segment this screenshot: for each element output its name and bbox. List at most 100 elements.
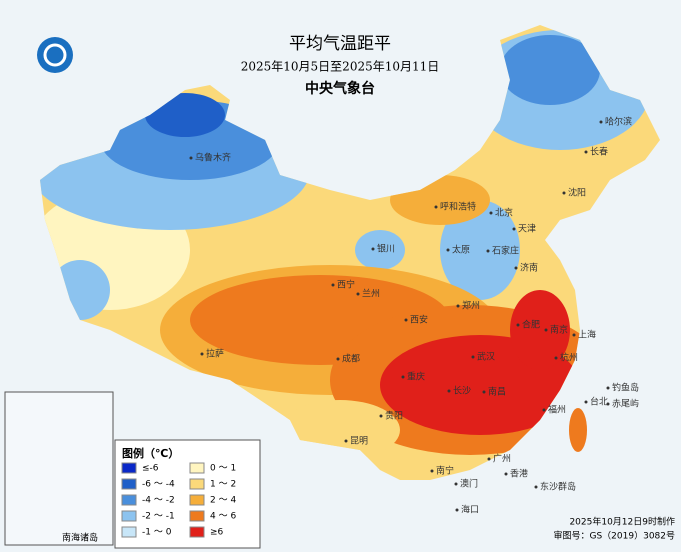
city-label: 北京: [495, 207, 513, 219]
legend-swatch: [189, 462, 205, 474]
city-label: 合肥: [522, 319, 540, 331]
legend-label: 0 ～ 1: [210, 464, 236, 474]
city-label: 石家庄: [492, 245, 519, 257]
city-label: 海口: [461, 504, 479, 516]
legend-label: ≥6: [210, 528, 224, 538]
city-label: 济南: [520, 262, 538, 274]
city-dot: [544, 328, 548, 332]
legend-swatch: [189, 478, 205, 490]
inset: 南海诸岛: [4, 391, 114, 546]
legend-title: 图例（℃）: [122, 446, 179, 460]
city-label: 南昌: [488, 386, 506, 398]
city-dot: [336, 357, 340, 361]
city-dot: [606, 386, 610, 390]
taiwan: [569, 408, 587, 452]
city-label: 西宁: [337, 279, 355, 291]
city-label: 昆明: [350, 436, 368, 447]
city-label: 兰州: [362, 288, 380, 300]
city-label: 长春: [590, 146, 608, 158]
city-dot: [200, 352, 204, 356]
logo: [37, 37, 73, 73]
footer-made: 2025年10月12日9时制作: [569, 516, 675, 528]
legend-label: -4 ～ -2: [142, 496, 175, 506]
logo-mark: [43, 43, 67, 67]
city-label: 东沙群岛: [540, 481, 576, 493]
city-label: 沈阳: [568, 187, 586, 199]
city-label: 呼和浩特: [440, 201, 476, 213]
city-dot: [455, 508, 459, 512]
city-dot: [331, 283, 335, 287]
city-label: 银川: [377, 243, 395, 255]
city-label: 福州: [548, 404, 566, 416]
city-dot: [514, 266, 518, 270]
subtitle: 2025年10月5日至2025年10月11日: [241, 60, 440, 74]
city-label: 重庆: [407, 371, 425, 383]
city-dot: [456, 304, 460, 308]
city-dot: [542, 408, 546, 412]
city-dot: [371, 247, 375, 251]
city-dot: [606, 402, 610, 406]
legend-swatch: [121, 494, 137, 506]
legend-label: ≤-6: [142, 464, 159, 474]
city-dot: [447, 389, 451, 393]
city-dot: [584, 150, 588, 154]
city-dot: [489, 211, 493, 215]
legend-swatch: [121, 478, 137, 490]
legend-label: -1 ～ 0: [142, 528, 172, 538]
city-dot: [554, 356, 558, 360]
legend-swatch: [121, 526, 137, 538]
city-dot: [512, 227, 516, 231]
inset-label: 南海诸岛: [62, 532, 98, 544]
city-dot: [454, 482, 458, 486]
city-dot: [482, 390, 486, 394]
footer-review: 审图号：GS（2019）3082号: [554, 530, 676, 542]
city-label: 拉萨: [206, 348, 224, 360]
city-label: 南京: [550, 324, 568, 336]
city-dot: [344, 439, 348, 443]
city-label: 武汉: [477, 351, 495, 363]
city-label: 西安: [410, 314, 428, 326]
city-label: 澳门: [460, 478, 478, 490]
city-label: 成都: [342, 353, 360, 365]
legend-label: -6 ～ -4: [142, 480, 175, 490]
city-dot: [430, 469, 434, 473]
agency: 中央气象台: [305, 80, 375, 97]
city-label: 上海: [578, 329, 596, 341]
city-label: 太原: [452, 244, 470, 256]
legend-swatch: [189, 510, 205, 522]
city-dot: [516, 323, 520, 327]
city-label: 乌鲁木齐: [195, 152, 231, 164]
city-dot: [599, 120, 603, 124]
city-dot: [486, 249, 490, 253]
city-label: 天津: [518, 224, 536, 235]
city-dot: [487, 457, 491, 461]
city-label: 南宁: [436, 465, 454, 477]
city-dot: [572, 333, 576, 337]
city-dot: [534, 485, 538, 489]
legend-label: -2 ～ -1: [142, 512, 175, 522]
city-label: 香港: [510, 468, 528, 480]
city-dot: [434, 205, 438, 209]
city-label: 广州: [493, 453, 511, 465]
city-label: 杭州: [560, 352, 578, 364]
city-label: 赤尾屿: [612, 399, 639, 410]
legend-label: 4 ～ 6: [210, 512, 236, 522]
legend-swatch: [189, 526, 205, 538]
city-dot: [379, 414, 383, 418]
legend-swatch: [121, 462, 137, 474]
city-dot: [401, 375, 405, 379]
city-dot: [504, 472, 508, 476]
city-dot: [189, 156, 193, 160]
legend: 图例（℃） ≤-6 0 ～ 1 -6 ～ -4 1 ～ 2 -4 ～ -2 2 ～ 4 -2…: [114, 439, 261, 549]
legend-swatch: [189, 494, 205, 506]
city-label: 长沙: [453, 385, 471, 397]
legend-swatch: [121, 510, 137, 522]
city-dot: [446, 248, 450, 252]
title: 平均气温距平: [289, 34, 391, 54]
legend-label: 1 ～ 2: [210, 480, 236, 490]
city-label: 郑州: [462, 300, 480, 312]
city-dot: [404, 318, 408, 322]
city-dot: [356, 292, 360, 296]
city-dot: [562, 191, 566, 195]
